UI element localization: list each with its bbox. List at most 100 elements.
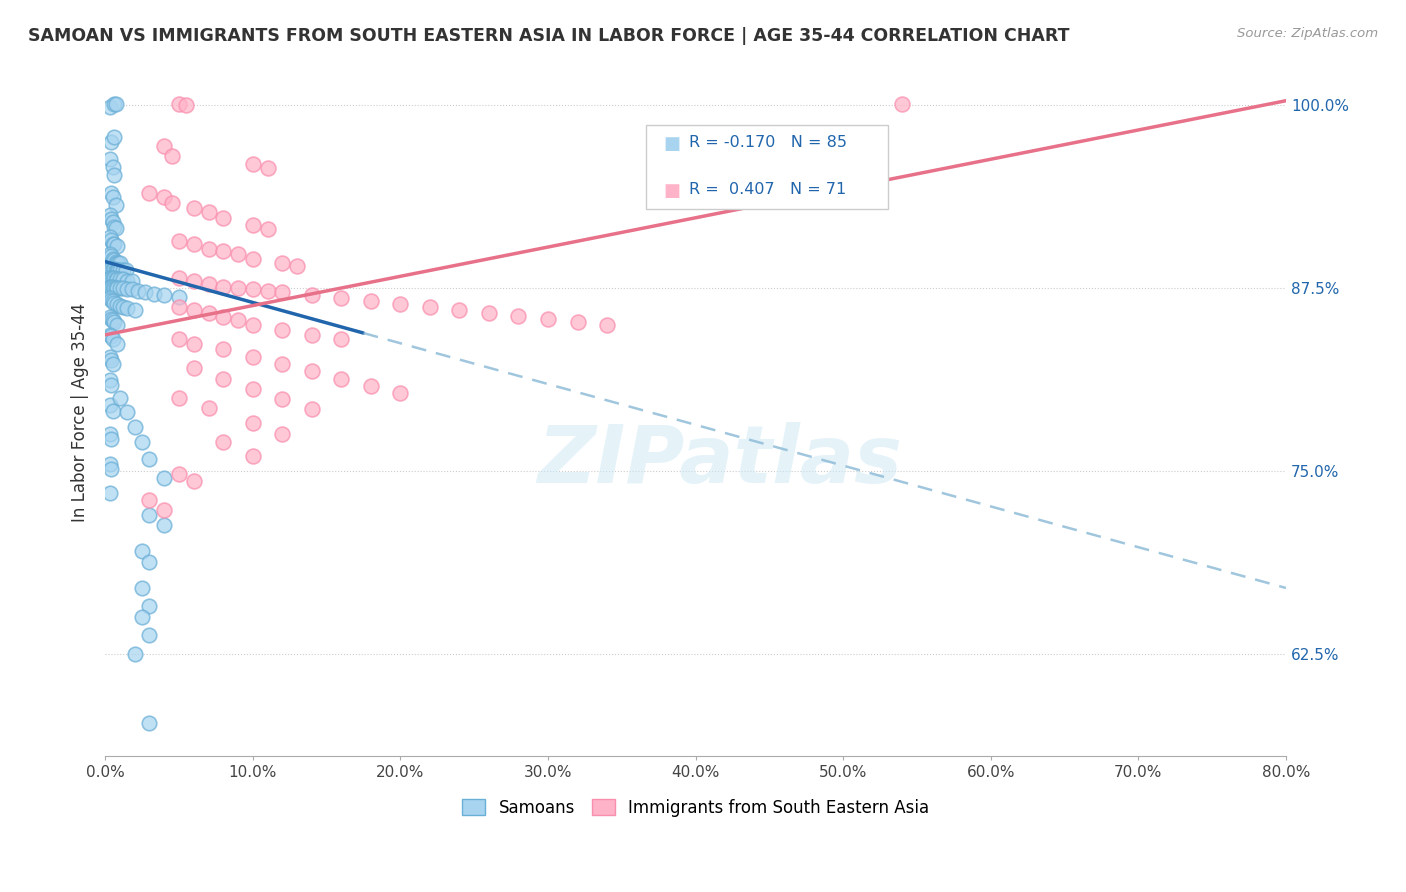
Point [360,379,382,393]
Point [101,160,124,174]
Point [138,628,160,642]
Point [117,301,139,316]
Point [98,373,121,387]
Point [153,288,176,302]
Point [117,283,139,297]
Point [98,327,121,342]
Point [98,247,121,261]
Point [285,259,308,273]
Point [567,315,589,329]
Point [183,274,205,288]
Point [330,372,353,386]
Point [103,96,125,111]
Point [111,272,134,286]
Point [138,508,160,522]
Point [197,401,219,415]
Point [212,372,235,386]
Point [111,263,134,277]
Point [100,311,122,326]
Point [330,332,353,346]
Point [138,452,160,467]
Point [301,288,323,302]
Point [167,234,190,248]
Point [242,318,264,332]
Point [131,434,153,449]
Point [108,391,131,405]
Point [100,262,122,277]
Point [101,294,124,309]
Point [131,544,153,558]
Legend: Samoans, Immigrants from South Eastern Asia: Samoans, Immigrants from South Eastern A… [456,792,936,823]
Point [121,274,143,288]
Point [98,153,121,167]
Point [100,212,122,227]
Point [134,285,156,300]
Point [117,274,139,288]
Point [183,237,205,252]
Point [212,310,235,325]
Point [101,357,124,371]
Point [167,270,190,285]
Point [138,599,160,613]
Point [360,294,382,309]
Point [131,581,153,595]
Point [537,311,560,326]
Point [153,190,176,204]
Point [271,392,294,407]
Point [596,318,619,332]
Point [100,329,122,343]
Point [100,249,122,263]
Point [108,299,131,313]
Point [256,284,278,298]
Point [167,332,190,346]
Point [167,290,190,304]
Point [153,471,176,485]
Point [101,279,124,293]
Point [271,427,294,442]
Point [104,197,127,211]
Point [127,284,149,298]
Point [107,256,129,270]
Point [107,263,129,277]
Point [197,306,219,320]
Text: R = -0.170   N = 85: R = -0.170 N = 85 [689,135,848,150]
Point [167,300,190,314]
Point [100,462,122,476]
Point [131,610,153,624]
Point [98,486,121,500]
Point [100,279,122,293]
Point [138,186,160,200]
Text: Source: ZipAtlas.com: Source: ZipAtlas.com [1237,27,1378,40]
Point [98,99,121,113]
Point [108,281,131,295]
Point [100,377,122,392]
Point [256,161,278,175]
Point [508,309,530,323]
Point [115,263,138,277]
Point [105,272,128,286]
Point [104,254,127,268]
Point [197,242,219,256]
Y-axis label: In Labor Force | Age 35-44: In Labor Force | Age 35-44 [72,302,89,522]
Point [176,98,198,112]
Point [271,357,294,371]
Point [160,196,183,211]
Point [121,283,143,297]
Point [330,291,353,305]
Point [301,364,323,378]
Point [101,262,124,277]
Point [138,493,160,508]
Point [105,318,128,332]
Point [98,208,121,222]
Point [212,279,235,293]
Point [183,201,205,215]
Point [98,262,121,277]
Point [271,256,294,270]
Point [105,297,128,311]
Point [101,215,124,229]
Point [183,302,205,317]
Text: ■: ■ [664,135,681,153]
Point [153,139,176,153]
Point [105,238,128,252]
Point [212,211,235,225]
